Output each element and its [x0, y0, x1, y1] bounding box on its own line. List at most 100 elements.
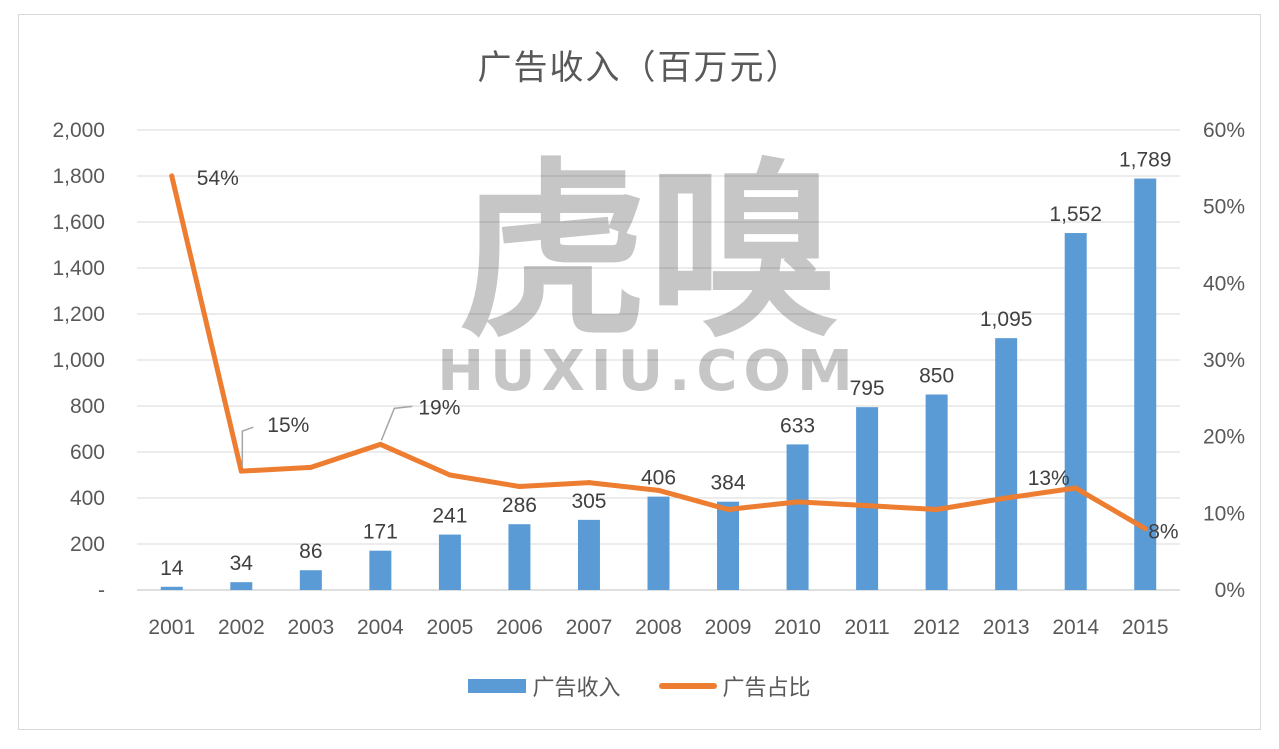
chart-title: 广告收入（百万元）	[477, 48, 802, 88]
x-tick-label: 2003	[287, 616, 334, 639]
bar-value-label: 795	[850, 377, 885, 400]
legend-swatch-line	[658, 683, 717, 689]
line-point	[308, 464, 314, 470]
bar-value-label: 850	[919, 365, 954, 388]
bar-value-label: 34	[230, 552, 254, 575]
line-point	[934, 507, 940, 512]
line-point	[1073, 485, 1079, 491]
bar	[577, 519, 600, 590]
line-point	[656, 487, 661, 493]
watermark: 虎嗅 HUXIU.COM	[437, 140, 859, 404]
line-value-label: 13%	[1028, 467, 1070, 490]
x-tick-label: 2009	[705, 616, 752, 639]
legend-label-line: 广告占比	[722, 676, 811, 701]
label-leader-line	[380, 405, 413, 441]
watermark-url-text: HUXIU.COM	[437, 339, 859, 404]
bar-value-label: 286	[502, 494, 537, 517]
data-labels: 14 34 86 171 241 286 305 406 384 633 795 850 1,095 1,…	[160, 149, 1179, 580]
bar-value-label: 86	[299, 540, 322, 563]
y-left-tick-label: 2,000	[52, 119, 105, 142]
bar	[717, 501, 740, 590]
bar-value-label: 633	[780, 414, 815, 437]
y-left-tick-label: 600	[70, 441, 105, 464]
legend-label-bar: 广告收入	[532, 676, 621, 701]
y-right-tick-label: 50%	[1203, 196, 1245, 219]
bar-series	[160, 178, 1157, 591]
y-left-tick-label: 1,200	[52, 303, 105, 326]
x-tick-label: 2010	[774, 616, 821, 639]
line-point	[238, 468, 244, 474]
line-point	[377, 441, 383, 447]
y-left-tick-label: 1,400	[52, 257, 105, 280]
y-right-tick-label: 10%	[1203, 502, 1245, 525]
bar-value-label: 1,552	[1049, 203, 1102, 226]
line-point	[725, 507, 731, 512]
bar-value-label: 406	[641, 467, 676, 490]
legend: 广告收入 广告占比	[0, 670, 1279, 702]
x-tick-label: 2013	[983, 616, 1030, 639]
x-tick-label: 2006	[496, 616, 543, 639]
x-tick-label: 2001	[148, 616, 195, 639]
label-leader-line	[241, 426, 254, 468]
y-left-tick-label: 1,800	[52, 165, 105, 188]
line-value-label: 8%	[1148, 521, 1178, 544]
bar	[786, 444, 809, 590]
bar-value-label: 384	[711, 472, 746, 495]
bar	[647, 496, 670, 590]
legend-swatch-bar	[468, 679, 527, 693]
watermark-logo-text: 虎嗅	[458, 140, 838, 363]
x-tick-label: 2012	[913, 616, 960, 639]
bar	[299, 570, 322, 590]
line-point	[586, 480, 592, 486]
bar	[995, 338, 1018, 590]
bar-value-label: 14	[160, 557, 184, 580]
bar	[369, 550, 392, 590]
line-point	[1003, 495, 1009, 501]
chart-frame	[18, 14, 1261, 730]
x-tick-label: 2005	[427, 616, 474, 639]
bar	[856, 407, 879, 590]
y-right-tick-label: 30%	[1203, 349, 1245, 372]
y-left-tick-label: 200	[70, 533, 105, 556]
y-left-tick-label: 1,000	[52, 349, 105, 372]
y-left-tick-label: -	[98, 579, 105, 602]
bar	[438, 534, 461, 590]
bar-value-label: 241	[432, 505, 467, 528]
y-left-tick-label: 400	[70, 487, 105, 510]
y-right-tick-label: 40%	[1203, 272, 1245, 295]
line-series	[169, 173, 1148, 532]
x-tick-label: 2004	[357, 616, 404, 639]
line-point	[1142, 526, 1148, 532]
bar	[1064, 233, 1087, 591]
x-tick-label: 2015	[1122, 616, 1169, 639]
line-point	[864, 503, 870, 509]
bar-value-label: 1,789	[1119, 149, 1172, 172]
y-left-tick-label: 1,600	[52, 211, 105, 234]
line-point	[795, 499, 801, 505]
x-tick-label: 2014	[1052, 616, 1099, 639]
y-left-tick-label: 800	[70, 395, 105, 418]
y-right-tick-label: 0%	[1215, 579, 1245, 602]
legend-item-line: 广告占比	[658, 670, 811, 702]
x-tick-label: 2002	[218, 616, 265, 639]
line-point	[516, 484, 522, 489]
y-right-tick-label: 60%	[1203, 119, 1245, 142]
line-point	[169, 173, 175, 179]
line-point	[447, 472, 453, 478]
bar-value-label: 1,095	[980, 308, 1033, 331]
axes: - 200 400 600 800 1,000 1,200 1,400 1,600 1,800 2,…	[52, 119, 1245, 639]
line-value-label: 54%	[197, 167, 239, 190]
x-tick-label: 2007	[566, 616, 613, 639]
bar	[160, 586, 183, 590]
line-value-label: 15%	[267, 414, 309, 437]
bar	[230, 582, 253, 590]
bar	[1134, 178, 1157, 590]
bar	[925, 394, 948, 590]
bar-value-label: 305	[571, 490, 606, 513]
legend-item-bar: 广告收入	[468, 670, 621, 702]
x-tick-label: 2011	[845, 616, 890, 639]
bar-value-label: 171	[363, 521, 398, 544]
x-tick-label: 2008	[635, 616, 682, 639]
bar	[508, 524, 531, 590]
